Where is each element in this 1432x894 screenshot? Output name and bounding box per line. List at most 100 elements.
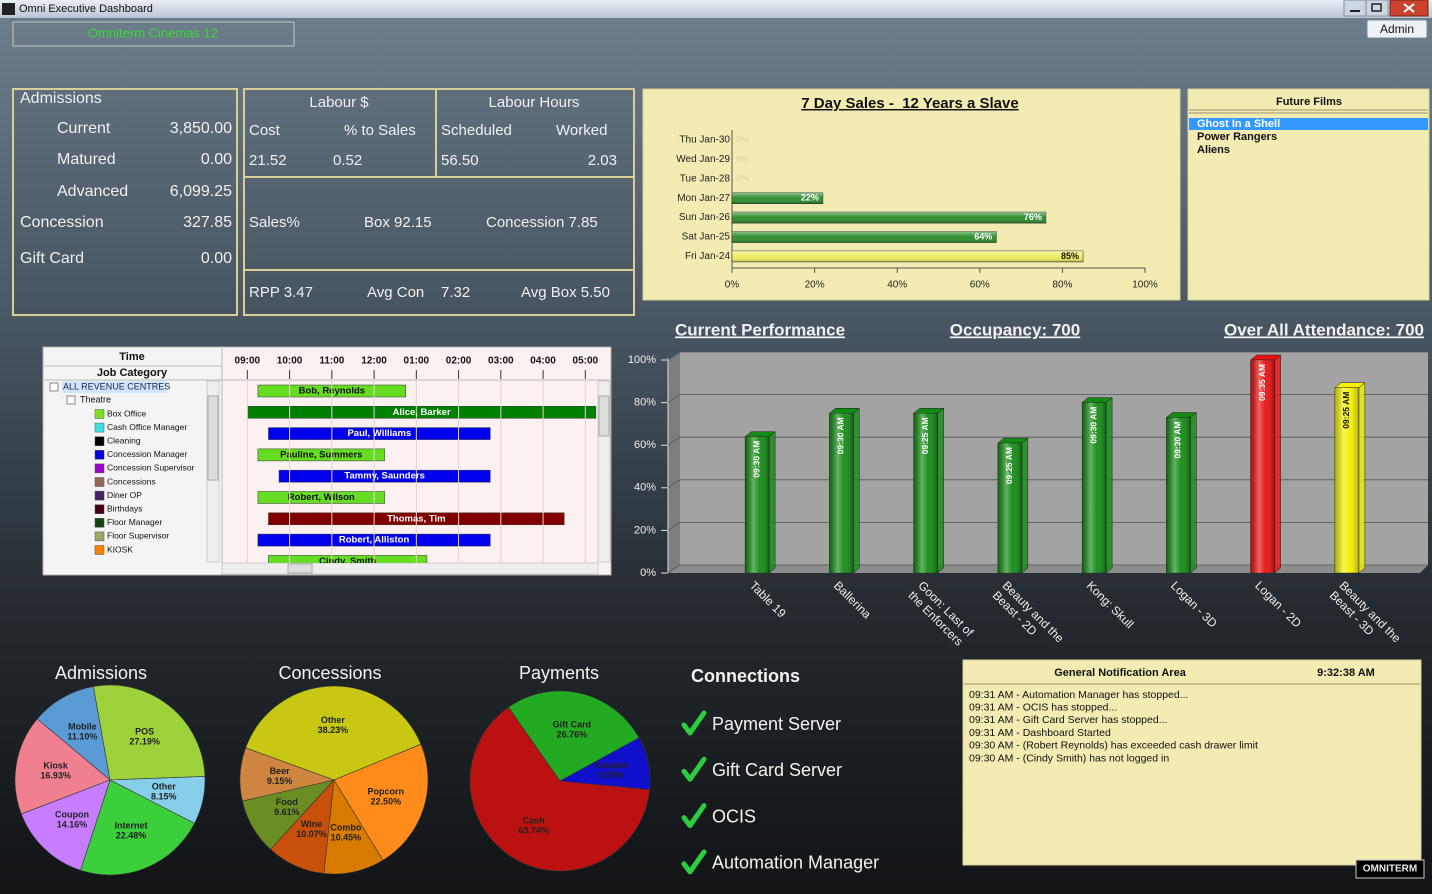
value-label: 0%	[736, 134, 749, 144]
close-button[interactable]	[1389, 0, 1429, 17]
slice-value: 10.07%	[296, 829, 327, 839]
horizontal-scrollbar[interactable]	[221, 562, 599, 575]
chart-title: Concessions	[278, 663, 381, 683]
tree-item[interactable]: Floor Supervisor	[107, 531, 170, 541]
check-icon	[681, 803, 707, 829]
y-tick-label: 0%	[640, 567, 656, 579]
film-item[interactable]: Aliens	[1197, 144, 1230, 156]
category-swatch	[94, 504, 105, 514]
bar-side	[937, 407, 944, 574]
notification-message: 09:30 AM - (Robert Reynolds) has exceede…	[969, 740, 1258, 752]
film-item[interactable]: Ghost In a Shell	[1197, 118, 1280, 130]
title-bar	[0, 0, 1432, 18]
tree-item[interactable]: Floor Manager	[107, 517, 162, 527]
concession-pct: Concession 7.85	[486, 214, 598, 231]
labour-panel	[243, 88, 635, 316]
tree-item[interactable]: Concession Supervisor	[107, 463, 195, 473]
bar-shine	[732, 231, 997, 243]
row-label: Advanced	[57, 183, 128, 200]
tree-item[interactable]: Box Office	[107, 408, 146, 418]
bar-shine	[732, 212, 1046, 224]
tree-item[interactable]: Concessions	[107, 476, 156, 486]
x-tick-label: 0%	[725, 280, 740, 291]
time-label: 12:00	[361, 356, 387, 367]
tree-item[interactable]: Cash Office Manager	[107, 422, 187, 432]
tree-root[interactable]: ALL REVENUE CENTRES	[63, 381, 170, 391]
category-swatch	[94, 436, 105, 446]
bar-label: 09:35 AM	[1257, 364, 1267, 401]
row-value: 6,099.25	[170, 183, 232, 200]
pie-slice	[93, 684, 206, 781]
occupancy: Occupancy: 700	[950, 320, 1080, 339]
tree-item[interactable]: Diner OP	[107, 490, 142, 500]
maximize-button[interactable]	[1365, 0, 1389, 17]
value-label: 22%	[801, 193, 819, 203]
plot-floor	[668, 565, 1428, 573]
pie-slice	[239, 747, 336, 802]
tree-item[interactable]: Birthdays	[107, 503, 142, 513]
tree-item[interactable]: Concession Manager	[107, 449, 187, 459]
row-label: Current	[57, 120, 111, 137]
bar-side	[1358, 382, 1366, 574]
x-tick-label: 60%	[970, 280, 990, 291]
bar-shine	[732, 250, 1084, 262]
tree-toggle[interactable]	[66, 395, 76, 405]
value-label: 64%	[974, 231, 992, 241]
grid-line	[667, 351, 1428, 361]
slice-label: POS	[135, 726, 154, 736]
value-label: 76%	[1024, 212, 1042, 222]
scroll-thumb[interactable]	[207, 395, 219, 481]
category-swatch	[94, 518, 105, 528]
slice-label: Cash	[523, 815, 545, 825]
pie-slice	[507, 690, 640, 782]
admin-label: Admin	[1380, 22, 1414, 36]
time-label: 11:00	[319, 356, 344, 367]
tree-toggle[interactable]	[49, 382, 59, 392]
time-label: 04:00	[530, 356, 556, 367]
shift-label: Alice, Barker	[393, 407, 451, 418]
shift-label: Robert, Wilson	[288, 492, 355, 503]
bar-shine	[997, 443, 1022, 573]
notification-message: 09:31 AM - Automation Manager has stoppe…	[969, 689, 1188, 701]
tree-item[interactable]: Cleaning	[107, 435, 141, 445]
selection	[1189, 118, 1428, 130]
column-header: Scheduled	[441, 122, 512, 139]
y-tick-label: Wed Jan-29	[676, 154, 730, 165]
labour-cost-header: Labour $	[309, 94, 369, 111]
minimize-button[interactable]	[1343, 0, 1367, 17]
category-swatch	[94, 545, 105, 555]
shift-bar	[268, 555, 428, 563]
admin-button[interactable]: Admin	[1366, 19, 1428, 39]
pie-slice	[36, 686, 111, 781]
slice-label: Combo	[330, 823, 361, 833]
x-tick-label: 80%	[1052, 280, 1072, 291]
y-tick-label: 100%	[628, 354, 656, 366]
scroll-thumb[interactable]	[287, 563, 313, 574]
y-tick-label: 80%	[634, 397, 656, 409]
bar-shine	[1334, 387, 1359, 573]
labour-value: 56.50	[441, 152, 479, 169]
selection	[62, 381, 167, 393]
slice-label: Coupon	[594, 760, 628, 770]
category-swatch	[94, 477, 105, 487]
slice-label: Internet	[114, 820, 147, 830]
slice-value: 22.50%	[371, 796, 402, 806]
shift-label: Tammy, Saunders	[344, 471, 424, 482]
labour-value: 2.03	[588, 152, 617, 169]
shift-label: Pauline, Summers	[280, 449, 362, 460]
film-item[interactable]: Power Rangers	[1197, 131, 1277, 143]
row-value: 327.85	[183, 214, 232, 231]
y-tick-label: Fri Jan-24	[685, 251, 730, 262]
app-icon	[2, 3, 15, 15]
attendance: Over All Attendance: 700	[1224, 320, 1424, 339]
bar-shine	[732, 192, 823, 204]
logo-box	[1355, 859, 1425, 879]
avg-con-value: 7.32	[441, 284, 470, 301]
bar-side	[853, 407, 860, 574]
scroll-thumb[interactable]	[598, 395, 610, 437]
slice-label: Mobile	[68, 722, 97, 732]
category-swatch	[94, 409, 105, 419]
connections-title: Connections	[691, 666, 800, 686]
tree-item[interactable]: KIOSK	[107, 544, 133, 554]
tree-group[interactable]: Theatre	[80, 394, 111, 404]
